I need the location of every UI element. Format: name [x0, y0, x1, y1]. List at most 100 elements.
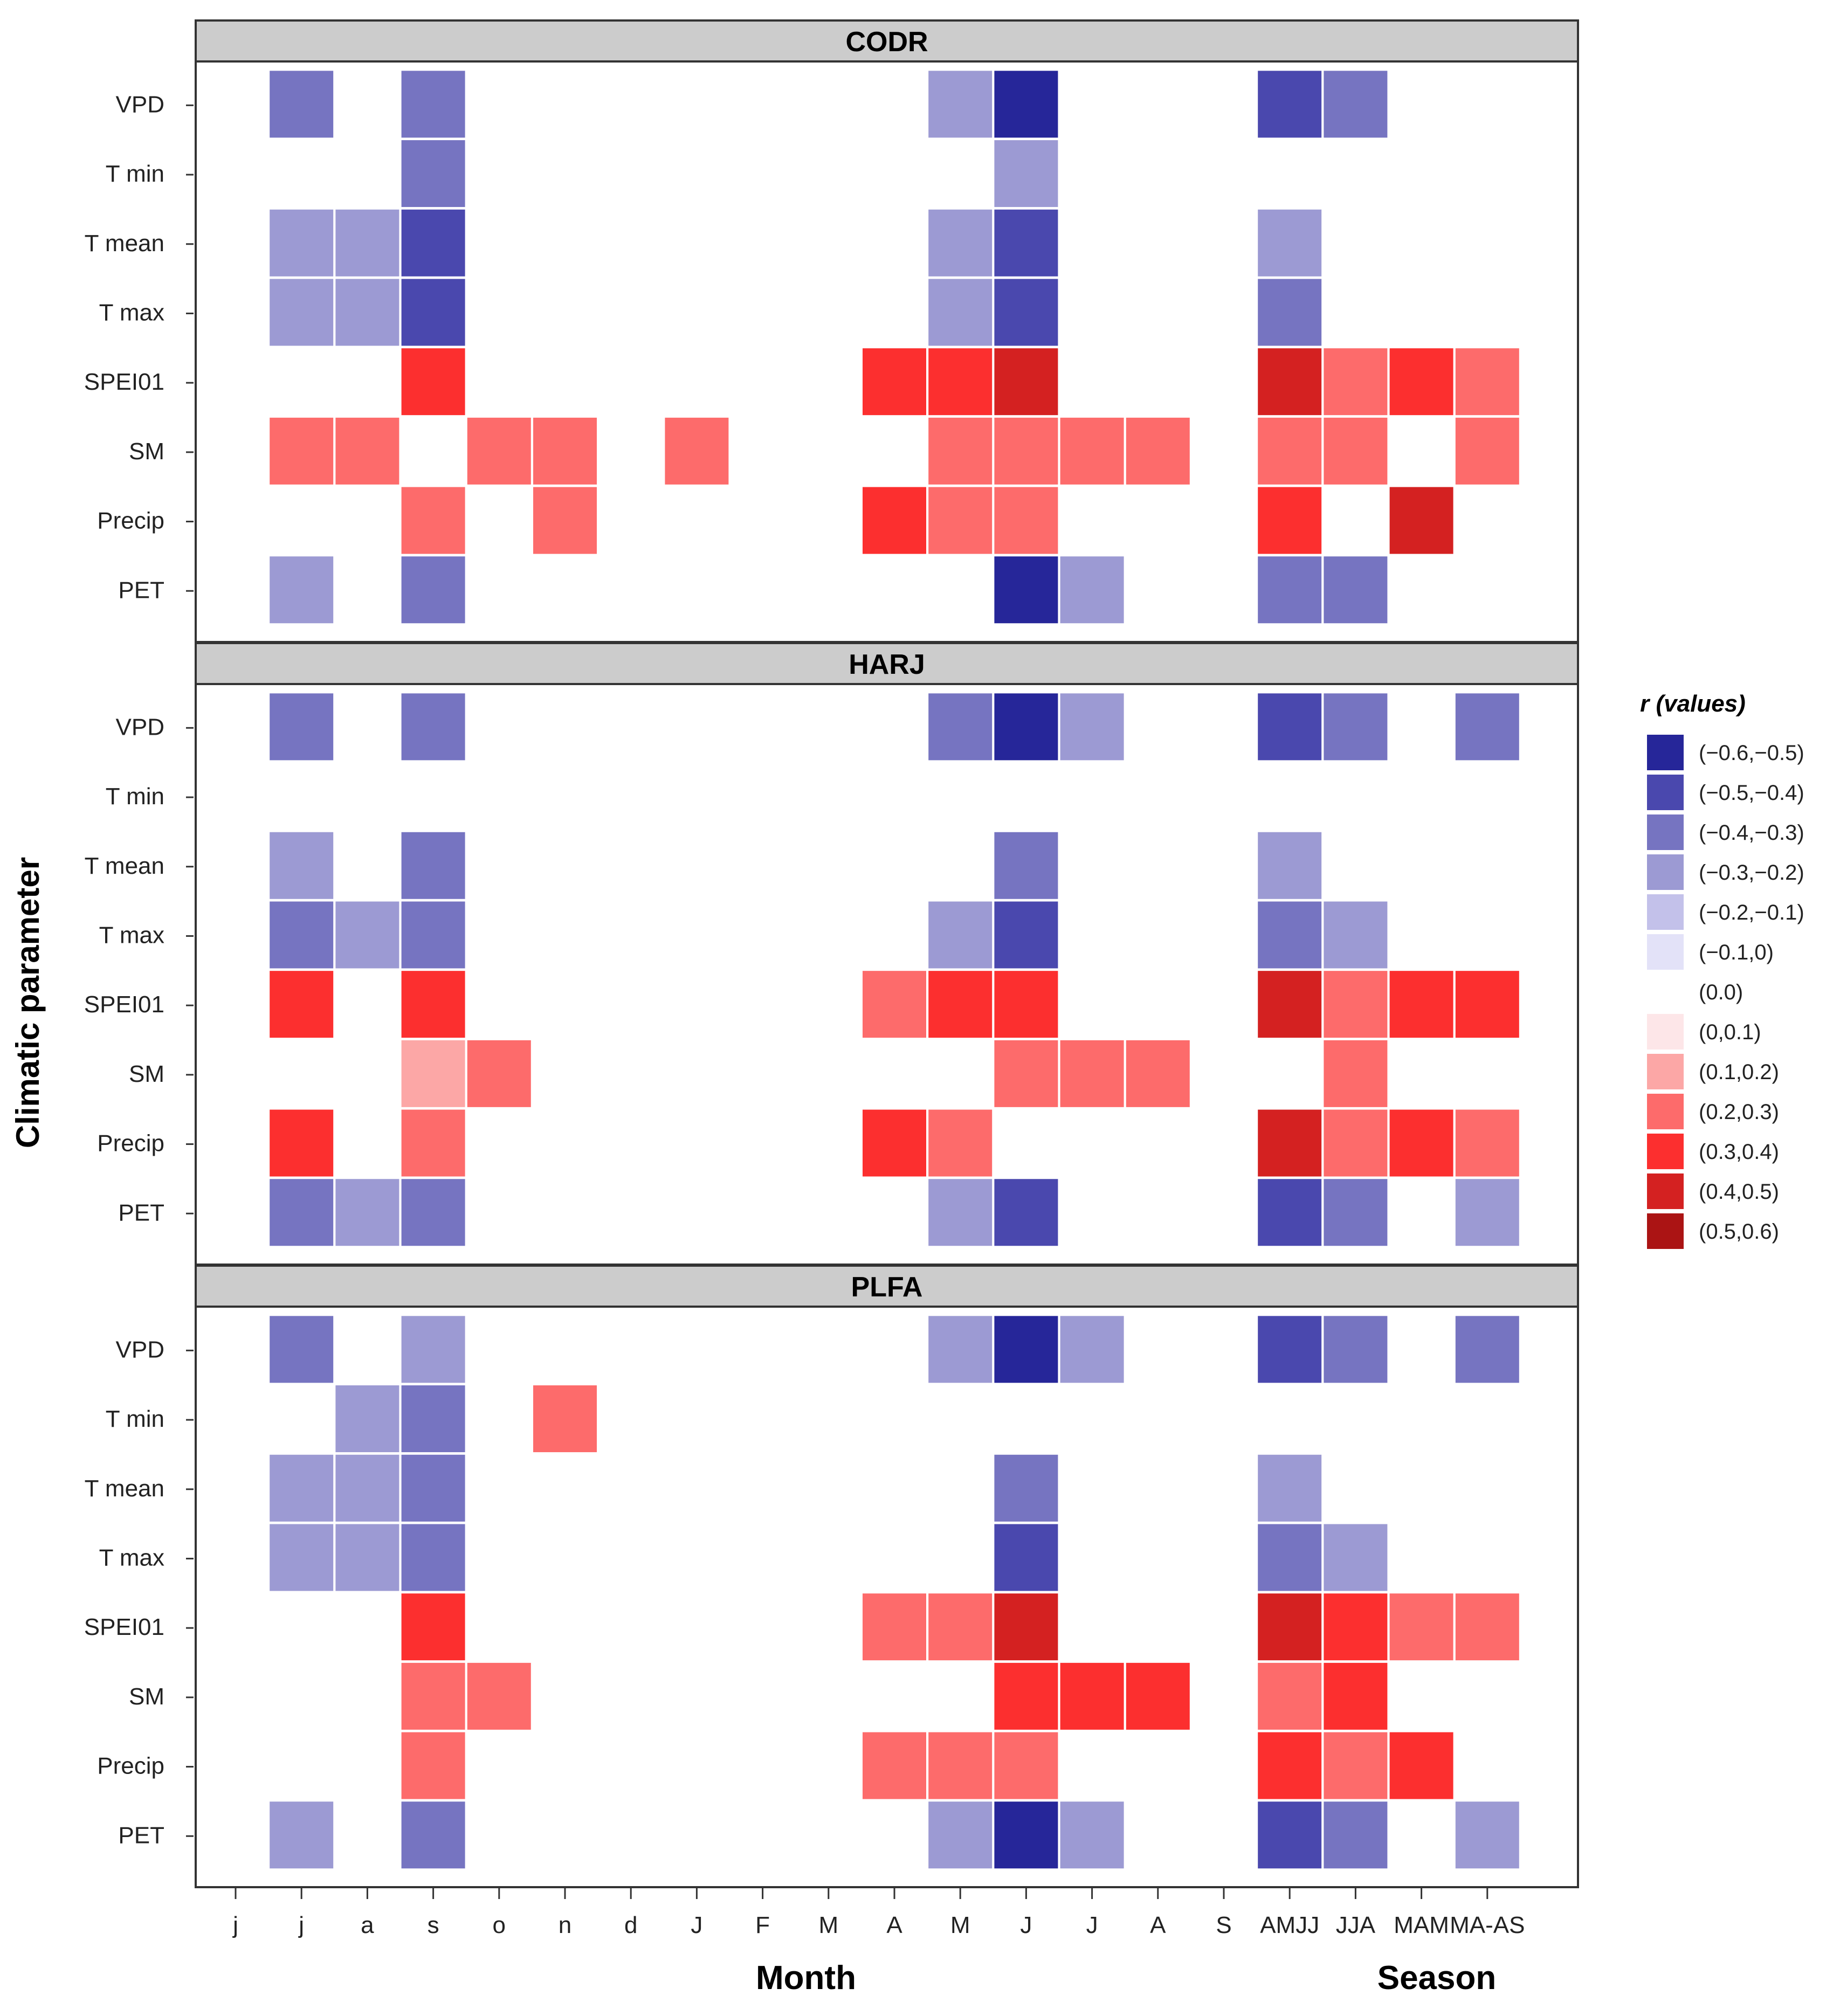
heatmap-cell [1257, 1523, 1323, 1592]
heatmap-cell [1388, 970, 1455, 1039]
heatmap-cell [993, 1178, 1059, 1247]
heatmap-cell [1322, 1108, 1389, 1178]
x-tick-label: o [493, 1912, 506, 1938]
heatmap-cell [927, 692, 994, 762]
heatmap-cell [334, 1384, 401, 1454]
heatmap-cell [993, 900, 1059, 970]
y-tick-label: SM [129, 438, 164, 465]
heatmap-cell [268, 831, 335, 900]
heatmap-cell [400, 1800, 466, 1870]
heatmap-cell [1322, 70, 1389, 139]
legend-swatch [1647, 1054, 1684, 1089]
heatmap-cell [927, 347, 994, 417]
heatmap-cell [1454, 1178, 1520, 1247]
heatmap-cell [1322, 900, 1389, 970]
heatmap-cell [927, 70, 994, 139]
heatmap-cell [1322, 555, 1389, 625]
legend-swatch [1647, 735, 1684, 770]
legend-label: (0.3,0.4) [1699, 1140, 1779, 1164]
heatmap-cell [862, 970, 927, 1039]
legend-swatch [1647, 1173, 1684, 1209]
heatmap-cell [1257, 70, 1323, 139]
heatmap-cell [993, 970, 1059, 1039]
heatmap-cell [268, 1523, 335, 1592]
legend-label: (0.1,0.2) [1699, 1060, 1779, 1084]
legend-item: (0.2,0.3) [1647, 1094, 1779, 1129]
y-tick-label: T mean [85, 853, 164, 879]
heatmap-cell [993, 692, 1059, 762]
heatmap-cell [1454, 1108, 1520, 1178]
panel-plfa: PLFA VPD T min T mean T max SPEI01 SM Precip PET [84, 1265, 1579, 1888]
y-tick-label: VPD [116, 1336, 164, 1363]
x-axis: j j a s o n d J F M A M J J A S AMJJ JJA MAM MA-AS [232, 1888, 1525, 1938]
heatmap-cell [1322, 1800, 1389, 1870]
heatmap-cell [927, 278, 994, 347]
heatmap-cell [1322, 1178, 1389, 1247]
heatmap-cell [1059, 1039, 1125, 1108]
heatmap-cell [1125, 1661, 1191, 1731]
legend-item: (−0.5,−0.4) [1647, 775, 1804, 810]
panel-harj: HARJ VPD T min T mean T max SPEI01 SM Precip PET [84, 642, 1579, 1266]
heatmap-cell [334, 900, 401, 970]
heatmap-cell [1322, 1039, 1389, 1108]
heatmap-cell [268, 1315, 335, 1384]
heatmap-cell [927, 1108, 994, 1178]
heatmap-cell [268, 1108, 335, 1178]
heatmap-cell [334, 1523, 401, 1592]
heatmap-cell [334, 416, 401, 486]
panel-strip [195, 642, 1579, 685]
heatmap-cell [1257, 1453, 1323, 1523]
heatmap-cell [927, 1800, 994, 1870]
legend-item: (−0.4,−0.3) [1647, 814, 1804, 850]
heatmap-cell [1388, 1731, 1455, 1800]
heatmap-cell [400, 1453, 466, 1523]
x-tick-label: d [624, 1912, 637, 1938]
heatmap-cell [1257, 208, 1323, 278]
heatmap-cell [400, 1315, 466, 1384]
x-tick-label: MAM [1394, 1912, 1449, 1938]
heatmap-cell [400, 486, 466, 555]
y-tick-label: T max [99, 1544, 164, 1571]
heatmap-cell [268, 1800, 335, 1870]
heatmap-cell [1322, 1315, 1389, 1384]
heatmap-cell [1388, 486, 1455, 555]
heatmap-cell [1125, 1039, 1191, 1108]
x-tick-label: j [298, 1912, 304, 1938]
heatmap-cell [400, 278, 466, 347]
legend-item: (0,0.1) [1647, 1014, 1761, 1050]
legend-item: (−0.6,−0.5) [1647, 735, 1804, 770]
heatmap-cell [1454, 970, 1520, 1039]
heatmap-cell [400, 831, 466, 900]
heatmap-cell [993, 1453, 1059, 1523]
heatmap-cell [993, 1731, 1059, 1800]
y-tick-label: VPD [116, 714, 164, 740]
heatmap-cell [1322, 416, 1389, 486]
heatmap-cell [927, 1731, 994, 1800]
heatmap-cell [1322, 1731, 1389, 1800]
legend-swatch [1647, 894, 1684, 930]
y-tick-label: T mean [85, 1475, 164, 1502]
legend-item: (−0.3,−0.2) [1647, 854, 1804, 890]
x-tick-label: J [1086, 1912, 1098, 1938]
x-tick-label: n [559, 1912, 571, 1938]
y-tick-label: Precip [97, 1753, 164, 1779]
heatmap-cell [862, 486, 927, 555]
x-tick-label: A [1150, 1912, 1166, 1938]
y-tick-label: PET [118, 1822, 164, 1848]
y-tick-label: SPEI01 [84, 991, 164, 1018]
heatmap-cell [400, 555, 466, 625]
x-axis-title-season: Season [1377, 1959, 1497, 1997]
y-tick-label: SM [129, 1061, 164, 1087]
y-tick-label: T min [106, 161, 164, 187]
heatmap-cell [268, 555, 335, 625]
y-tick-label: T mean [85, 230, 164, 257]
heatmap-cell [466, 416, 532, 486]
panels-layer: CODR VPD T min T mean T max SPEI01 SM Precip PET… [84, 19, 1579, 1888]
heatmap-cell [927, 900, 994, 970]
heatmap-cell [1454, 1592, 1520, 1662]
y-tick-label: SPEI01 [84, 1614, 164, 1640]
heatmap-cell [268, 278, 335, 347]
x-tick-label: JJA [1336, 1912, 1376, 1938]
x-tick-label: s [428, 1912, 439, 1938]
